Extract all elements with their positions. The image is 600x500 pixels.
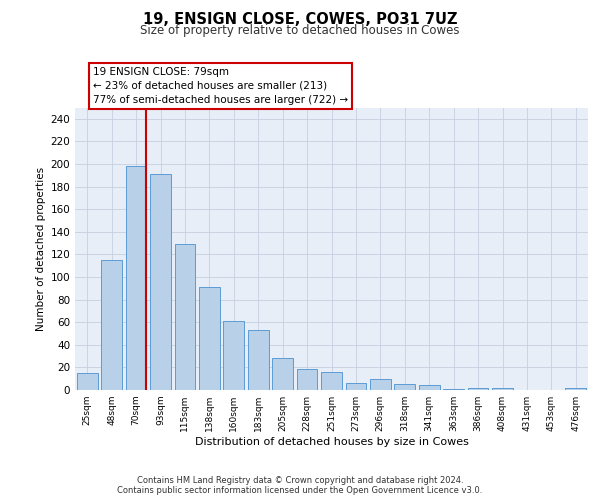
Bar <box>125 166 146 390</box>
Bar <box>565 388 586 390</box>
Text: Size of property relative to detached houses in Cowes: Size of property relative to detached ho… <box>140 24 460 37</box>
Bar <box>346 383 367 390</box>
Bar <box>370 378 391 390</box>
Bar <box>175 244 196 390</box>
Bar <box>394 384 415 390</box>
Bar <box>272 358 293 390</box>
Bar <box>492 388 513 390</box>
Bar <box>150 174 171 390</box>
Bar <box>296 368 317 390</box>
Bar <box>321 372 342 390</box>
Text: 19 ENSIGN CLOSE: 79sqm
← 23% of detached houses are smaller (213)
77% of semi-de: 19 ENSIGN CLOSE: 79sqm ← 23% of detached… <box>93 66 348 104</box>
Bar <box>199 287 220 390</box>
Bar <box>101 260 122 390</box>
Bar <box>77 373 98 390</box>
Bar <box>419 386 440 390</box>
Bar <box>443 389 464 390</box>
Text: 19, ENSIGN CLOSE, COWES, PO31 7UZ: 19, ENSIGN CLOSE, COWES, PO31 7UZ <box>143 12 457 28</box>
Y-axis label: Number of detached properties: Number of detached properties <box>36 166 46 331</box>
X-axis label: Distribution of detached houses by size in Cowes: Distribution of detached houses by size … <box>194 437 469 447</box>
Bar <box>467 388 488 390</box>
Text: Contains public sector information licensed under the Open Government Licence v3: Contains public sector information licen… <box>118 486 482 495</box>
Bar <box>248 330 269 390</box>
Text: Contains HM Land Registry data © Crown copyright and database right 2024.: Contains HM Land Registry data © Crown c… <box>137 476 463 485</box>
Bar <box>223 321 244 390</box>
